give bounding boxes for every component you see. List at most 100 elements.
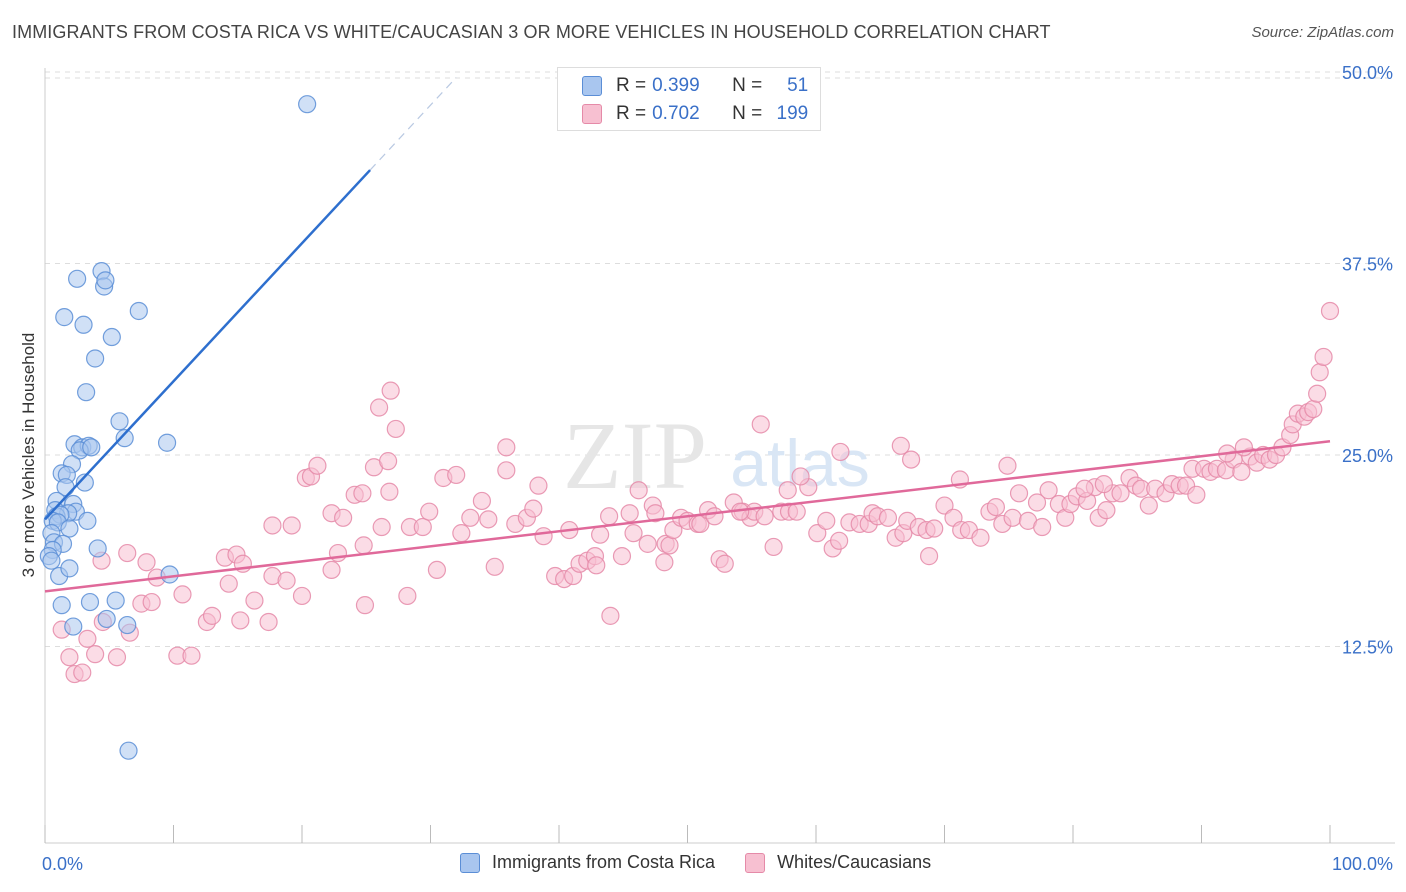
costa-rica-point-8 — [102, 327, 121, 347]
series-whites-points — [52, 301, 1340, 684]
whites-point-26 — [398, 586, 417, 606]
legend-swatch-whites — [745, 852, 766, 873]
whites-point-182 — [901, 450, 921, 469]
whites-point-18 — [173, 585, 192, 604]
whites-point-152 — [1139, 496, 1158, 515]
whites-point-52 — [413, 517, 432, 537]
whites-point-187 — [1234, 438, 1254, 457]
costa-rica-point-42 — [160, 565, 179, 584]
whites-point-67 — [529, 476, 548, 495]
whites-point-138 — [1039, 481, 1058, 500]
whites-point-42 — [353, 484, 372, 503]
costa-rica-point-0 — [298, 95, 317, 114]
whites-point-117 — [878, 508, 898, 527]
tick-labels: 12.5% 25.0% 37.5% 50.0% 0.0% 100.0% — [42, 63, 1393, 874]
whites-point-2 — [73, 663, 92, 682]
whites-point-5 — [86, 645, 105, 664]
y-axis-label: 3 or more Vehicles in Household — [19, 333, 38, 578]
n-label: N = — [732, 75, 763, 96]
costa-rica-point-9 — [86, 349, 105, 368]
whites-point-91 — [655, 553, 674, 572]
whites-point-184 — [831, 442, 850, 462]
whites-point-14 — [202, 606, 222, 625]
whites-point-27 — [118, 543, 137, 563]
whites-point-59 — [472, 491, 491, 511]
legend-item-whites[interactable]: Whites/Caucasians — [745, 852, 931, 873]
whites-point-137 — [1033, 517, 1052, 537]
x-tick-label-max: 100.0% — [1332, 854, 1393, 874]
n-label: N = — [732, 103, 763, 124]
costa-rica-point-11 — [110, 412, 129, 431]
whites-point-57 — [452, 524, 471, 543]
whites-point-125 — [935, 496, 954, 515]
whites-point-60 — [479, 510, 498, 529]
whites-point-185 — [891, 436, 910, 455]
costa-rica-point-49 — [64, 617, 83, 636]
legend-item-costa-rica[interactable]: Immigrants from Costa Rica — [460, 852, 715, 873]
costa-rica-point-51 — [119, 741, 138, 760]
costa-rica-point-33 — [78, 511, 97, 530]
whites-point-94 — [705, 507, 724, 526]
legend-label-whites: Whites/Caucasians — [777, 852, 932, 872]
costa-rica-point-7 — [74, 315, 93, 334]
whites-point-195 — [612, 547, 632, 566]
whites-point-44 — [370, 398, 389, 417]
axes — [44, 68, 1395, 844]
whites-point-45 — [381, 381, 400, 400]
whites-point-146 — [1097, 501, 1116, 520]
whites-point-111 — [830, 531, 849, 550]
whites-point-68 — [534, 527, 553, 546]
whites-point-4 — [78, 629, 97, 648]
whites-point-183 — [751, 415, 770, 434]
whites-point-106 — [787, 502, 806, 521]
whites-point-10 — [142, 592, 161, 612]
whites-point-3 — [60, 648, 79, 667]
costa-rica-point-45 — [52, 596, 71, 615]
costa-rica-point-48 — [97, 609, 116, 629]
whites-point-82 — [629, 481, 648, 500]
whites-point-58 — [461, 508, 480, 527]
trend-line-whites — [44, 439, 1331, 593]
costa-rica-point-34 — [60, 519, 79, 538]
whites-point-133 — [1003, 508, 1022, 527]
whites-point-20 — [245, 591, 264, 610]
whites-point-77 — [591, 525, 610, 544]
stat-row-whites: R = 0.702 N = 199 — [582, 102, 808, 126]
costa-rica-point-13 — [157, 433, 177, 452]
costa-rica-point-2 — [68, 269, 87, 288]
whites-point-108 — [808, 524, 827, 543]
whites-point-62 — [497, 461, 516, 480]
y-tick-label-3: 50.0% — [1342, 63, 1393, 83]
costa-rica-point-50 — [118, 615, 137, 635]
whites-point-96 — [715, 554, 734, 573]
whites-point-54 — [427, 560, 447, 580]
whites-point-101 — [755, 507, 774, 526]
whites-point-136 — [1027, 493, 1047, 512]
whites-point-192 — [791, 467, 810, 486]
whites-point-66 — [524, 499, 543, 518]
whites-point-102 — [764, 537, 783, 557]
correlation-legend: R = 0.399 N = 51 R = 0.702 N = 199 — [557, 67, 821, 131]
whites-point-83 — [638, 534, 657, 553]
chart-title: IMMIGRANTS FROM COSTA RICA VS WHITE/CAUC… — [12, 22, 1051, 42]
x-tick-label-min: 0.0% — [42, 854, 83, 874]
whites-point-109 — [817, 511, 836, 530]
whites-point-177 — [1304, 399, 1323, 419]
costa-rica-point-47 — [106, 591, 125, 610]
whites-point-53 — [420, 502, 439, 521]
trend-line-costa-rica-extension — [369, 77, 457, 171]
stat-row-costa-rica: R = 0.399 N = 51 — [582, 74, 808, 98]
whites-point-134 — [1009, 484, 1029, 503]
whites-point-123 — [919, 547, 939, 566]
whites-point-15 — [231, 611, 250, 630]
whites-point-179 — [1310, 363, 1329, 382]
r-label: R = — [616, 103, 647, 124]
whites-point-86 — [660, 536, 679, 555]
costa-rica-point-38 — [88, 539, 107, 558]
whites-point-188 — [998, 456, 1017, 475]
whites-point-63 — [497, 438, 516, 457]
r-label: R = — [616, 75, 647, 96]
trend-lines — [44, 77, 1331, 593]
whites-point-76 — [587, 556, 606, 575]
